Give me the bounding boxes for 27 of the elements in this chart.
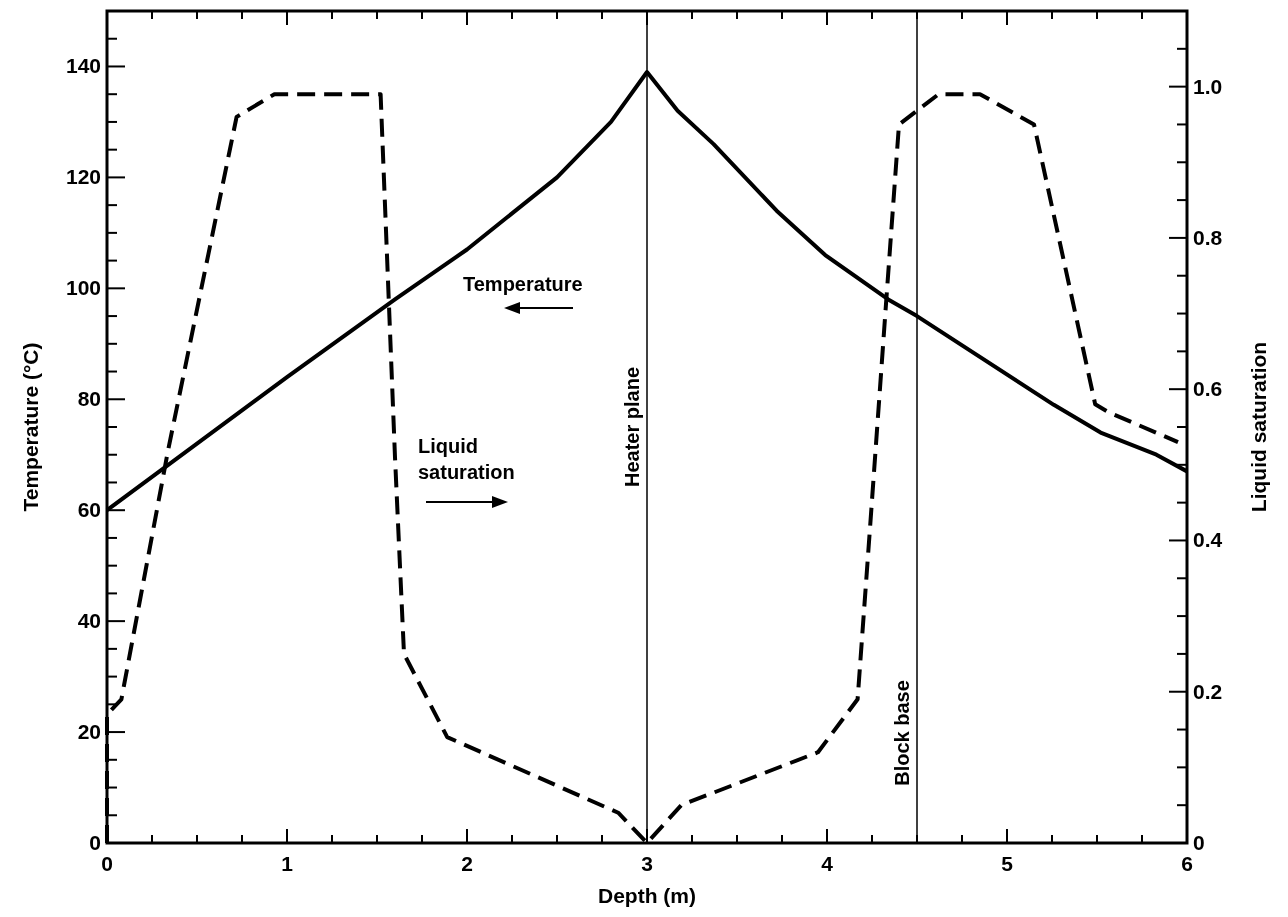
x-tick-label: 1 [281, 852, 294, 875]
y-axis-title: Temperature (°C) [19, 342, 42, 512]
y-tick-label: 20 [77, 720, 101, 744]
ref-line-label: Heater plane [621, 366, 643, 488]
x-tick-label: 6 [1181, 852, 1193, 875]
y2-axis-title: Liquid saturation [1247, 341, 1270, 513]
y-tick-label: 60 [77, 498, 101, 522]
y2-tick-label: 1.0 [1193, 74, 1223, 98]
x-tick-label: 3 [641, 852, 653, 875]
y-tick-label: 100 [65, 276, 101, 300]
ref-line-label: Block base [891, 680, 913, 786]
y-tick-label: 140 [65, 54, 101, 78]
x-tick-label: 2 [461, 852, 473, 875]
y2-tick-label: 0.8 [1193, 225, 1223, 249]
y2-tick-label: 0 [1193, 831, 1205, 854]
y-tick-label: 80 [77, 387, 101, 411]
y-tick-label: 120 [65, 165, 101, 189]
y2-tick-label: 0.4 [1193, 528, 1223, 552]
y2-tick-label: 0.6 [1193, 377, 1223, 401]
y-tick-label: 40 [77, 609, 101, 633]
x-tick-label: 5 [1001, 852, 1014, 875]
x-tick-label: 4 [821, 852, 834, 875]
x-axis-title: Depth (m) [598, 884, 696, 907]
y-tick-label: 0 [89, 831, 101, 854]
series-label: Liquid saturation [418, 435, 515, 483]
y2-tick-label: 0.2 [1193, 679, 1223, 703]
series-label: Temperature [463, 273, 583, 295]
